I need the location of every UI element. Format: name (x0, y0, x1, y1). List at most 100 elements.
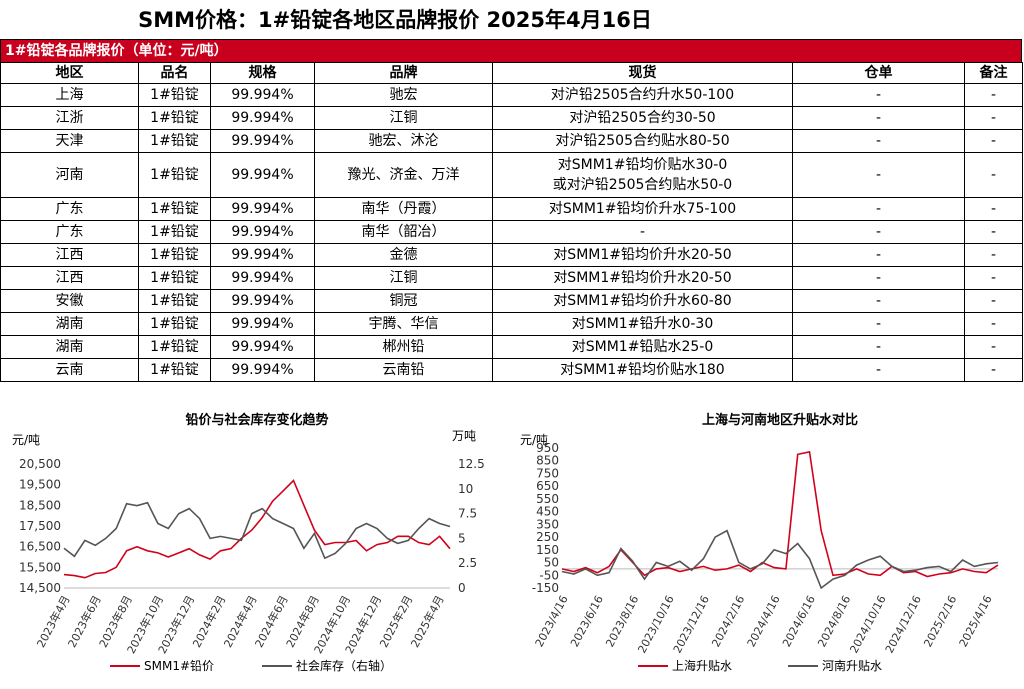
cell-remark: - (964, 312, 1023, 336)
x-tick-label: 2025/2/16 (921, 593, 959, 649)
table-row: 广东 1#铅锭 99.994% 南华（韶冶） - - - (0, 220, 1023, 244)
y2-tick-label: 12.5 (458, 457, 485, 471)
cell-spot: 对SMM1#铅贴水25-0 (492, 335, 793, 359)
cell-region: 江浙 (0, 106, 139, 130)
x-tick-label: 2023/8/16 (603, 593, 641, 649)
y-tick-label: 750 (536, 466, 559, 480)
cell-region: 湖南 (0, 312, 139, 336)
series-line-1 (63, 501, 451, 560)
cell-warrant: - (792, 83, 965, 107)
y2-tick-label: 7.5 (458, 507, 477, 521)
cell-spec: 99.994% (210, 289, 315, 313)
cell-remark: - (964, 197, 1023, 221)
x-tick-label: 2024/6/16 (780, 593, 818, 649)
y-tick-label: 350 (536, 517, 559, 531)
cell-remark: - (964, 358, 1023, 382)
cell-spot: 对SMM1#铅均价贴水180 (492, 358, 793, 382)
cell-remark: - (964, 266, 1023, 290)
cell-region: 湖南 (0, 335, 139, 359)
cell-warrant: - (792, 220, 965, 244)
y2-tick-label: 5 (458, 531, 466, 545)
cell-product: 1#铅锭 (138, 197, 211, 221)
cell-brand: 南华（丹霞） (314, 197, 493, 221)
y-tick-label: 950 (536, 441, 559, 455)
cell-remark: - (964, 106, 1023, 130)
table-row: 云南 1#铅锭 99.994% 云南铅 对SMM1#铅均价贴水180- - (0, 358, 1023, 382)
table-row: 河南 1#铅锭 99.994% 豫光、济金、万洋 对SMM1#铅均价贴水30-0 或对沪铅… (0, 152, 1023, 198)
y2-tick-label: 10 (458, 482, 473, 496)
y-tick-label: 150 (536, 543, 559, 557)
chart-title: 上海与河南地区升贴水对比 (702, 412, 858, 428)
table-row: 安徽 1#铅锭 99.994% 铜冠 对SMM1#铅均价升水60-80- - (0, 289, 1023, 313)
cell-spec: 99.994% (210, 220, 315, 244)
table-row: 上海 1#铅锭 99.994% 驰宏 对沪铅2505合约升水50-100- - (0, 83, 1023, 107)
cell-product: 1#铅锭 (138, 83, 211, 107)
y-tick-label: 19,500 (19, 478, 61, 492)
table-row: 湖南 1#铅锭 99.994% 宇腾、华信 对SMM1#铅升水0-30- - (0, 312, 1023, 336)
cell-warrant: - (792, 106, 965, 130)
header-warrant: 仓单 (792, 62, 965, 84)
x-tick-label: 2023/10/16 (635, 593, 676, 655)
table-header-row: 地区 品名 规格 品牌 现货 仓单 备注 (0, 62, 1023, 84)
header-spot: 现货 (492, 62, 793, 84)
page-title: SMM价格：1#铅锭各地区品牌报价 2025年4月16日 (138, 8, 652, 32)
y-tick-label: 50 (544, 556, 559, 570)
cell-remark: - (964, 129, 1023, 153)
cell-product: 1#铅锭 (138, 312, 211, 336)
y-tick-label: -150 (532, 581, 559, 595)
price-table: 1#铅锭各品牌报价（单位：元/吨） 地区 品名 规格 品牌 现货 仓单 备注 上海 1#铅锭 9… (0, 39, 1023, 382)
cell-spec: 99.994% (210, 106, 315, 130)
y2-tick-label: 2.5 (458, 556, 477, 570)
table-row: 湖南 1#铅锭 99.994% 郴州铅 对SMM1#铅贴水25-0- - (0, 335, 1023, 359)
y-tick-label: 18,500 (19, 498, 61, 512)
cell-region: 河南 (0, 152, 139, 198)
cell-brand: 铜冠 (314, 289, 493, 313)
cell-brand: 江铜 (314, 106, 493, 130)
x-tick-label: 2024/8/16 (815, 593, 853, 649)
cell-region: 广东 (0, 220, 139, 244)
y-tick-label: 15,500 (19, 560, 61, 574)
cell-spot: 对SMM1#铅均价升水20-50 (492, 243, 793, 267)
cell-brand: 驰宏 (314, 83, 493, 107)
cell-region: 广东 (0, 197, 139, 221)
y-tick-label: 20,500 (19, 457, 61, 471)
cell-product: 1#铅锭 (138, 358, 211, 382)
header-product: 品名 (138, 62, 211, 84)
table-row: 江浙 1#铅锭 99.994% 江铜 对沪铅2505合约30-50- - (0, 106, 1023, 130)
x-tick-label: 2024/4/16 (745, 593, 783, 649)
cell-region: 天津 (0, 129, 139, 153)
legend-label-1: 河南升贴水 (822, 658, 882, 673)
cell-region: 江西 (0, 266, 139, 290)
premium-comparison-chart: 上海与河南地区升贴水对比元/吨9508507506505504503502501… (520, 412, 999, 673)
table-row: 江西 1#铅锭 99.994% 金德 对SMM1#铅均价升水20-50- - (0, 243, 1023, 267)
cell-spec: 99.994% (210, 129, 315, 153)
cell-brand: 驰宏、沐沦 (314, 129, 493, 153)
cell-region: 江西 (0, 243, 139, 267)
cell-spec: 99.994% (210, 266, 315, 290)
cell-warrant: - (792, 129, 965, 153)
x-tick-label: 2023/6/16 (568, 593, 606, 649)
cell-remark: - (964, 152, 1023, 198)
cell-remark: - (964, 220, 1023, 244)
y-tick-label: 650 (536, 479, 559, 493)
cell-brand: 豫光、济金、万洋 (314, 152, 493, 198)
cell-remark: - (964, 335, 1023, 359)
cell-spot: 对SMM1#铅升水0-30 (492, 312, 793, 336)
y-tick-label: 250 (536, 530, 559, 544)
table-row: 江西 1#铅锭 99.994% 江铜 对SMM1#铅均价升水20-50- - (0, 266, 1023, 290)
cell-product: 1#铅锭 (138, 106, 211, 130)
header-spec: 规格 (210, 62, 315, 84)
cell-warrant: - (792, 266, 965, 290)
y2-tick-label: 0 (458, 581, 466, 595)
header-region: 地区 (0, 62, 139, 84)
header-brand: 品牌 (314, 62, 493, 84)
cell-spot: 对沪铅2505合约30-50 (492, 106, 793, 130)
x-tick-label: 2024/2/16 (709, 593, 747, 649)
cell-product: 1#铅锭 (138, 266, 211, 290)
y-tick-label: 14,500 (19, 581, 61, 595)
series-line-0 (63, 479, 451, 579)
x-tick-label: 2023/12/16 (671, 593, 712, 655)
cell-product: 1#铅锭 (138, 335, 211, 359)
y-axis-label: 元/吨 (520, 433, 548, 447)
